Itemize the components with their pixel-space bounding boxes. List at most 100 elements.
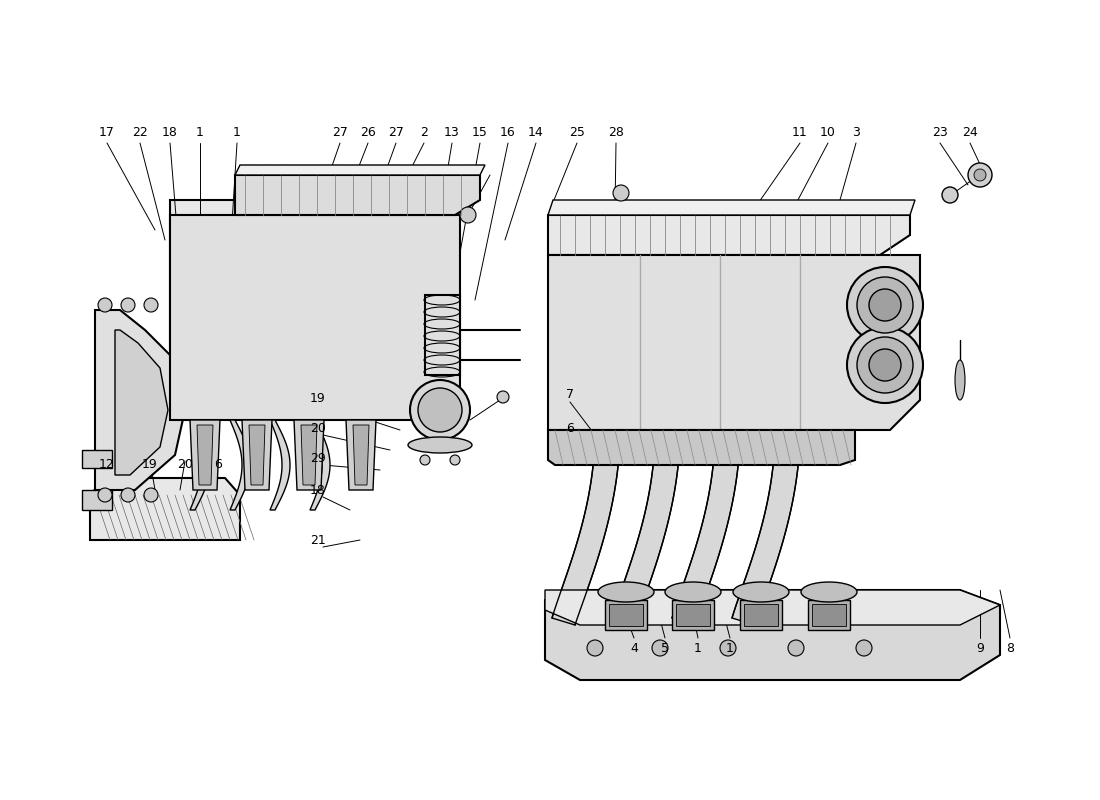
Polygon shape xyxy=(548,255,920,430)
Text: 28: 28 xyxy=(608,126,624,139)
Ellipse shape xyxy=(144,298,158,312)
Bar xyxy=(609,604,644,626)
Ellipse shape xyxy=(121,298,135,312)
Text: 23: 23 xyxy=(932,126,948,139)
Ellipse shape xyxy=(974,169,986,181)
Text: 3: 3 xyxy=(852,126,860,139)
Polygon shape xyxy=(249,425,265,485)
Polygon shape xyxy=(548,430,855,465)
Bar xyxy=(605,600,647,630)
Text: 20: 20 xyxy=(310,422,326,434)
Text: 14: 14 xyxy=(528,126,543,139)
Ellipse shape xyxy=(857,337,913,393)
Text: 11: 11 xyxy=(792,126,807,139)
Ellipse shape xyxy=(98,298,112,312)
Text: 7: 7 xyxy=(566,389,574,402)
Polygon shape xyxy=(301,425,317,485)
Ellipse shape xyxy=(942,187,958,203)
Text: 9: 9 xyxy=(976,642,983,654)
Ellipse shape xyxy=(98,488,112,502)
Text: 27: 27 xyxy=(388,126,404,139)
Ellipse shape xyxy=(613,185,629,201)
Ellipse shape xyxy=(968,163,992,187)
Ellipse shape xyxy=(856,640,872,656)
Text: 1: 1 xyxy=(196,126,204,139)
Bar xyxy=(740,600,782,630)
Bar xyxy=(672,600,714,630)
Polygon shape xyxy=(190,420,210,510)
Ellipse shape xyxy=(420,455,430,465)
Text: 21: 21 xyxy=(310,534,326,546)
Text: 18: 18 xyxy=(162,126,178,139)
Text: 6: 6 xyxy=(566,422,574,434)
Ellipse shape xyxy=(869,289,901,321)
Polygon shape xyxy=(552,430,620,625)
Text: 20: 20 xyxy=(177,458,192,471)
Ellipse shape xyxy=(418,388,462,432)
Ellipse shape xyxy=(847,267,923,343)
Polygon shape xyxy=(235,175,480,215)
Text: 5: 5 xyxy=(661,642,669,654)
Polygon shape xyxy=(544,590,1000,680)
Ellipse shape xyxy=(869,349,901,381)
Polygon shape xyxy=(242,420,272,490)
Text: 15: 15 xyxy=(472,126,488,139)
Polygon shape xyxy=(346,420,376,490)
Text: 24: 24 xyxy=(962,126,978,139)
Polygon shape xyxy=(612,430,680,625)
Text: 1: 1 xyxy=(233,126,241,139)
Bar xyxy=(676,604,710,626)
Polygon shape xyxy=(548,200,915,215)
Ellipse shape xyxy=(598,582,654,602)
Polygon shape xyxy=(230,420,250,510)
Text: 12: 12 xyxy=(99,458,114,471)
Ellipse shape xyxy=(666,582,720,602)
Polygon shape xyxy=(90,478,240,540)
Ellipse shape xyxy=(408,437,472,453)
Text: 8: 8 xyxy=(1006,642,1014,654)
Text: 18: 18 xyxy=(310,483,326,497)
Text: 19: 19 xyxy=(310,391,326,405)
Ellipse shape xyxy=(497,391,509,403)
Ellipse shape xyxy=(587,640,603,656)
Text: 19: 19 xyxy=(142,458,158,471)
Ellipse shape xyxy=(121,488,135,502)
Bar xyxy=(744,604,778,626)
Ellipse shape xyxy=(450,455,460,465)
Ellipse shape xyxy=(857,277,913,333)
Polygon shape xyxy=(170,215,460,420)
Bar xyxy=(808,600,850,630)
Polygon shape xyxy=(732,430,800,625)
Ellipse shape xyxy=(410,380,470,440)
Polygon shape xyxy=(544,590,1000,625)
Ellipse shape xyxy=(847,327,923,403)
Text: 29: 29 xyxy=(310,451,326,465)
Text: 4: 4 xyxy=(630,642,638,654)
Polygon shape xyxy=(235,165,485,175)
Text: 22: 22 xyxy=(132,126,147,139)
Polygon shape xyxy=(672,430,740,625)
Polygon shape xyxy=(190,420,220,490)
Polygon shape xyxy=(353,425,369,485)
Text: 6: 6 xyxy=(214,458,222,471)
Text: 1: 1 xyxy=(726,642,734,654)
Bar xyxy=(82,490,112,510)
Polygon shape xyxy=(548,215,910,255)
Ellipse shape xyxy=(801,582,857,602)
Polygon shape xyxy=(197,425,213,485)
Text: 25: 25 xyxy=(569,126,585,139)
Polygon shape xyxy=(294,420,324,490)
Text: 1: 1 xyxy=(694,642,702,654)
Text: 26: 26 xyxy=(360,126,376,139)
Polygon shape xyxy=(116,330,168,475)
Text: 2: 2 xyxy=(420,126,428,139)
Ellipse shape xyxy=(144,488,158,502)
Ellipse shape xyxy=(733,582,789,602)
Ellipse shape xyxy=(788,640,804,656)
Polygon shape xyxy=(95,310,185,490)
Text: 13: 13 xyxy=(444,126,460,139)
Text: 10: 10 xyxy=(821,126,836,139)
Text: 16: 16 xyxy=(500,126,516,139)
Ellipse shape xyxy=(460,207,476,223)
Ellipse shape xyxy=(720,640,736,656)
